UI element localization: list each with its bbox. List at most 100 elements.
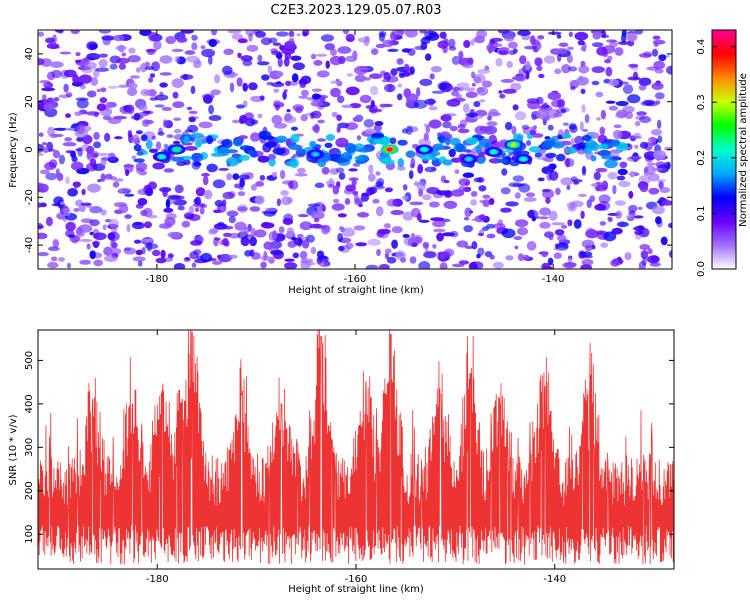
heatmap-cell bbox=[226, 173, 233, 181]
heatmap-cell bbox=[438, 251, 451, 259]
heatmap-cell bbox=[277, 57, 283, 68]
heatmap-cell bbox=[456, 143, 465, 153]
heatmap-cell bbox=[558, 42, 569, 48]
heatmap-cell bbox=[648, 187, 660, 195]
heatmap-cell bbox=[628, 190, 634, 199]
heatmap-cell bbox=[118, 63, 126, 70]
heatmap-cell bbox=[384, 83, 396, 93]
heatmap-cell bbox=[423, 251, 437, 259]
heatmap-cell bbox=[321, 166, 330, 175]
heatmap-cell bbox=[470, 199, 477, 206]
heatmap-cell bbox=[186, 106, 193, 110]
heatmap-cell bbox=[210, 89, 221, 96]
heatmap-cell bbox=[339, 226, 344, 230]
heatmap-cell bbox=[108, 234, 116, 240]
heatmap-cell bbox=[475, 144, 482, 154]
heatmap-cell bbox=[239, 178, 245, 188]
heatmap-cell bbox=[387, 48, 399, 53]
heatmap-cell bbox=[38, 252, 49, 257]
heatmap-cell bbox=[280, 190, 289, 196]
heatmap-cell bbox=[648, 136, 657, 143]
heatmap-cell bbox=[173, 263, 186, 269]
heatmap-peak bbox=[386, 147, 393, 152]
heatmap-cell bbox=[318, 261, 329, 268]
heatmap-cell bbox=[465, 91, 478, 99]
heatmap-cell bbox=[566, 54, 573, 64]
heatmap-cell bbox=[580, 88, 586, 95]
heatmap-cell bbox=[614, 47, 624, 56]
heatmap-cell bbox=[102, 224, 107, 231]
heatmap-cell bbox=[297, 167, 306, 174]
heatmap-cell bbox=[463, 40, 471, 48]
heatmap-cell bbox=[59, 51, 72, 55]
heatmap-cell bbox=[607, 171, 618, 180]
heatmap-cell bbox=[260, 37, 272, 46]
heatmap-cell bbox=[583, 147, 592, 155]
heatmap-cell bbox=[38, 183, 49, 193]
heatmap-cell bbox=[456, 240, 469, 248]
heatmap-cell bbox=[173, 117, 182, 121]
heatmap-cell bbox=[652, 167, 664, 171]
heatmap-cell bbox=[526, 140, 532, 146]
heatmap-cell bbox=[137, 197, 148, 206]
heatmap-cell bbox=[157, 131, 165, 136]
heatmap-cell bbox=[165, 36, 177, 44]
heatmap-cell bbox=[232, 173, 240, 181]
heatmap-cell bbox=[610, 259, 620, 267]
heatmap-cell bbox=[545, 152, 557, 158]
heatmap-cell bbox=[556, 98, 566, 109]
heatmap-cell bbox=[493, 43, 503, 48]
heatmap-cell bbox=[405, 150, 416, 158]
heatmap-cell bbox=[374, 121, 384, 126]
heatmap-cell bbox=[536, 109, 549, 120]
heatmap-cell bbox=[482, 126, 494, 135]
heatmap-cell bbox=[244, 250, 253, 257]
heatmap-cell bbox=[38, 132, 44, 137]
heatmap-cell bbox=[295, 148, 306, 157]
heatmap-cell bbox=[133, 221, 143, 226]
heatmap-cell bbox=[249, 84, 254, 90]
heatmap-cell bbox=[582, 129, 589, 132]
heatmap-cell bbox=[589, 195, 596, 203]
heatmap-cell bbox=[650, 129, 663, 136]
heatmap-cell bbox=[202, 175, 209, 186]
heatmap-cell bbox=[541, 251, 548, 258]
heatmap-cell bbox=[214, 237, 221, 241]
heatmap-cell bbox=[367, 238, 381, 246]
heatmap-cell bbox=[222, 191, 235, 200]
heatmap-cell bbox=[264, 141, 277, 148]
heatmap-cell bbox=[91, 240, 101, 246]
heatmap-cell bbox=[647, 248, 653, 255]
heatmap-cell bbox=[384, 223, 391, 229]
heatmap-cell bbox=[337, 46, 352, 54]
heatmap-cell bbox=[193, 198, 199, 204]
heatmap-cell bbox=[229, 82, 235, 93]
heatmap-cell bbox=[556, 153, 566, 162]
heatmap-cell bbox=[579, 251, 593, 257]
heatmap-cell bbox=[118, 44, 125, 53]
heatmap-cell bbox=[201, 172, 210, 177]
heatmap-cell bbox=[73, 208, 80, 212]
heatmap-cell bbox=[307, 203, 320, 207]
heatmap-cell bbox=[218, 167, 230, 171]
heatmap-cell bbox=[455, 94, 463, 99]
heatmap-peak bbox=[158, 154, 165, 159]
heatmap-cell bbox=[463, 216, 470, 221]
heatmap-cell bbox=[401, 195, 409, 200]
heatmap-cell bbox=[208, 115, 222, 121]
heatmap-cell bbox=[519, 55, 527, 65]
heatmap-cell bbox=[291, 73, 299, 83]
heatmap-cell bbox=[242, 82, 248, 92]
y-tick-label: -40 bbox=[24, 237, 35, 253]
heatmap-cell bbox=[191, 152, 204, 162]
heatmap-cell bbox=[423, 132, 429, 141]
heatmap-cell bbox=[317, 138, 326, 142]
heatmap-cell bbox=[628, 63, 639, 68]
heatmap-cell bbox=[96, 152, 110, 157]
heatmap-cell bbox=[363, 38, 370, 47]
heatmap-cell bbox=[463, 87, 476, 92]
heatmap-cell bbox=[382, 159, 395, 165]
heatmap-cell bbox=[573, 219, 582, 229]
heatmap-cell bbox=[276, 198, 281, 207]
heatmap-cell bbox=[498, 50, 509, 56]
